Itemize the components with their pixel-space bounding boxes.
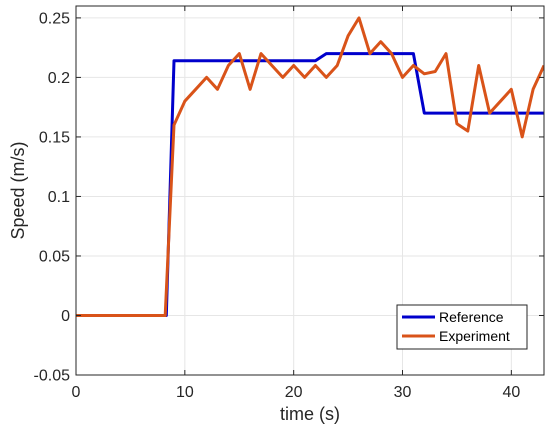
x-tick-label-0: 0 — [72, 384, 81, 401]
x-tick-label-3: 30 — [394, 384, 412, 401]
y-tick-label-3: 0.1 — [48, 189, 70, 206]
legend: Reference Experiment — [396, 304, 528, 350]
x-tick-label-1: 10 — [176, 384, 194, 401]
y-tick-label-4: 0.15 — [39, 129, 70, 146]
x-tick-label-2: 20 — [285, 384, 303, 401]
legend-label-reference: Reference — [439, 309, 504, 325]
y-tick-label-5: 0.2 — [48, 70, 70, 87]
y-tick-label-6: 0.25 — [39, 10, 70, 27]
y-axis-label: Speed (m/s) — [8, 141, 28, 239]
x-axis-label: time (s) — [280, 404, 340, 424]
plot-frame — [75, 5, 545, 376]
legend-box — [396, 304, 528, 350]
y-tick-label-1: 0 — [61, 308, 70, 325]
legend-label-experiment: Experiment — [439, 328, 510, 344]
x-axis-ticks: 0 10 20 30 40 — [72, 6, 520, 401]
y-tick-label-2: 0.05 — [39, 248, 70, 265]
y-tick-label-0: -0.05 — [34, 368, 71, 385]
x-tick-label-4: 40 — [502, 384, 520, 401]
plot-area — [76, 16, 544, 317]
y-axis-ticks: -0.05 0 0.05 0.1 0.15 0.2 0.25 — [34, 10, 544, 385]
series-line-experiment — [76, 16, 544, 317]
